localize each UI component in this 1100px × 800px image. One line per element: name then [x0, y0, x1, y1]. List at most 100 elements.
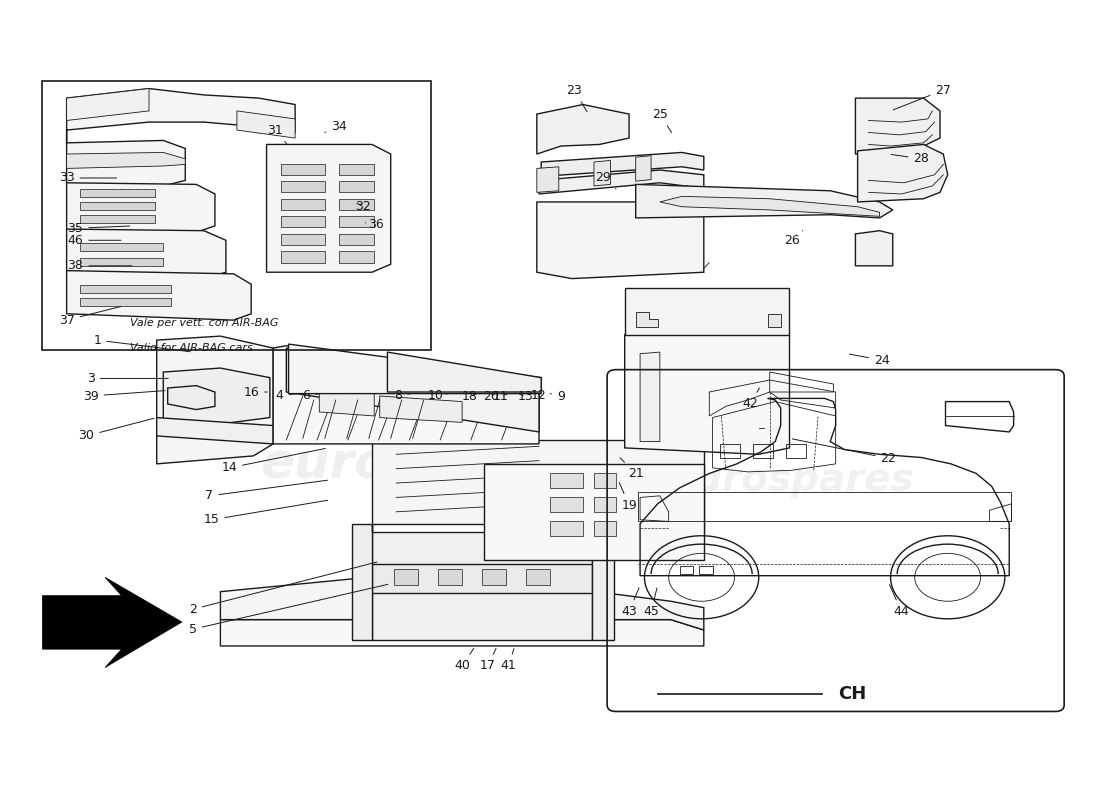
- Polygon shape: [372, 440, 704, 532]
- Polygon shape: [352, 524, 372, 639]
- Polygon shape: [550, 474, 583, 488]
- Polygon shape: [372, 532, 592, 639]
- Text: 21: 21: [620, 458, 644, 480]
- Text: 37: 37: [58, 306, 121, 326]
- Polygon shape: [594, 474, 616, 488]
- Text: 17: 17: [480, 649, 496, 673]
- Text: 34: 34: [324, 120, 346, 134]
- Text: 44: 44: [890, 585, 910, 618]
- Polygon shape: [594, 161, 610, 186]
- Polygon shape: [339, 216, 374, 227]
- Text: 9: 9: [550, 390, 565, 402]
- Polygon shape: [537, 202, 704, 278]
- Polygon shape: [387, 352, 541, 392]
- Text: 39: 39: [82, 390, 165, 402]
- Polygon shape: [339, 198, 374, 210]
- Text: 29: 29: [595, 171, 616, 189]
- Polygon shape: [537, 105, 629, 154]
- Polygon shape: [339, 164, 374, 174]
- Polygon shape: [280, 234, 324, 245]
- Text: 35: 35: [67, 222, 130, 234]
- Polygon shape: [80, 285, 170, 293]
- Polygon shape: [220, 620, 704, 646]
- Polygon shape: [280, 251, 324, 262]
- Polygon shape: [636, 156, 651, 181]
- Polygon shape: [67, 89, 295, 145]
- Polygon shape: [280, 216, 324, 227]
- Text: 43: 43: [621, 588, 639, 618]
- Text: 22: 22: [792, 439, 896, 465]
- Text: 2: 2: [189, 562, 377, 616]
- Text: 24: 24: [849, 354, 890, 366]
- Polygon shape: [550, 498, 583, 512]
- Text: 8: 8: [395, 389, 410, 402]
- Text: 32: 32: [355, 200, 371, 214]
- Polygon shape: [379, 396, 462, 422]
- Text: 25: 25: [652, 107, 672, 133]
- Polygon shape: [339, 251, 374, 262]
- Text: 27: 27: [893, 84, 952, 110]
- Polygon shape: [592, 524, 614, 639]
- Polygon shape: [319, 388, 374, 416]
- Polygon shape: [625, 334, 790, 454]
- Polygon shape: [594, 522, 616, 536]
- Text: 42: 42: [742, 388, 759, 410]
- Polygon shape: [67, 270, 251, 320]
- Text: 7: 7: [206, 480, 328, 502]
- Polygon shape: [80, 243, 163, 251]
- Text: 14: 14: [221, 449, 326, 474]
- Polygon shape: [80, 189, 154, 197]
- Text: 19: 19: [619, 482, 637, 512]
- Polygon shape: [339, 181, 374, 192]
- Text: 46: 46: [67, 234, 121, 246]
- Polygon shape: [856, 230, 893, 266]
- Polygon shape: [541, 153, 704, 176]
- Text: 5: 5: [189, 584, 388, 636]
- Text: 38: 38: [67, 259, 132, 272]
- Polygon shape: [163, 368, 270, 424]
- Polygon shape: [67, 229, 225, 278]
- Text: CH: CH: [838, 685, 866, 703]
- Polygon shape: [484, 464, 704, 560]
- Polygon shape: [80, 214, 154, 222]
- Text: Vale per vett. con AIR-BAG: Vale per vett. con AIR-BAG: [130, 318, 278, 328]
- Bar: [43, 81, 431, 350]
- Text: 13: 13: [518, 390, 534, 402]
- Polygon shape: [273, 346, 539, 444]
- Polygon shape: [236, 111, 295, 138]
- Text: 23: 23: [566, 84, 587, 112]
- Polygon shape: [394, 570, 418, 586]
- Polygon shape: [438, 570, 462, 586]
- Text: 28: 28: [891, 152, 930, 166]
- Polygon shape: [594, 498, 616, 512]
- Text: 26: 26: [784, 230, 803, 246]
- Polygon shape: [156, 418, 273, 444]
- Polygon shape: [660, 196, 880, 216]
- Polygon shape: [156, 336, 273, 464]
- Text: 4: 4: [276, 389, 297, 402]
- Polygon shape: [43, 578, 182, 667]
- Text: 20: 20: [483, 390, 498, 402]
- Text: eurospares: eurospares: [261, 440, 576, 488]
- Polygon shape: [167, 386, 214, 410]
- Text: 11: 11: [493, 390, 508, 402]
- Polygon shape: [640, 352, 660, 442]
- Polygon shape: [67, 89, 148, 121]
- Text: 18: 18: [462, 390, 477, 402]
- Text: 30: 30: [78, 418, 154, 442]
- Polygon shape: [288, 344, 541, 394]
- Polygon shape: [80, 298, 170, 306]
- Polygon shape: [768, 314, 781, 326]
- Polygon shape: [625, 288, 790, 334]
- Polygon shape: [80, 258, 163, 266]
- Text: 3: 3: [87, 372, 168, 385]
- Polygon shape: [280, 164, 324, 174]
- Polygon shape: [482, 570, 506, 586]
- Polygon shape: [858, 145, 948, 202]
- Text: 33: 33: [58, 171, 117, 185]
- Polygon shape: [67, 182, 214, 232]
- Polygon shape: [286, 348, 539, 432]
- Polygon shape: [280, 181, 324, 192]
- Polygon shape: [856, 98, 940, 154]
- Text: 1: 1: [94, 334, 190, 352]
